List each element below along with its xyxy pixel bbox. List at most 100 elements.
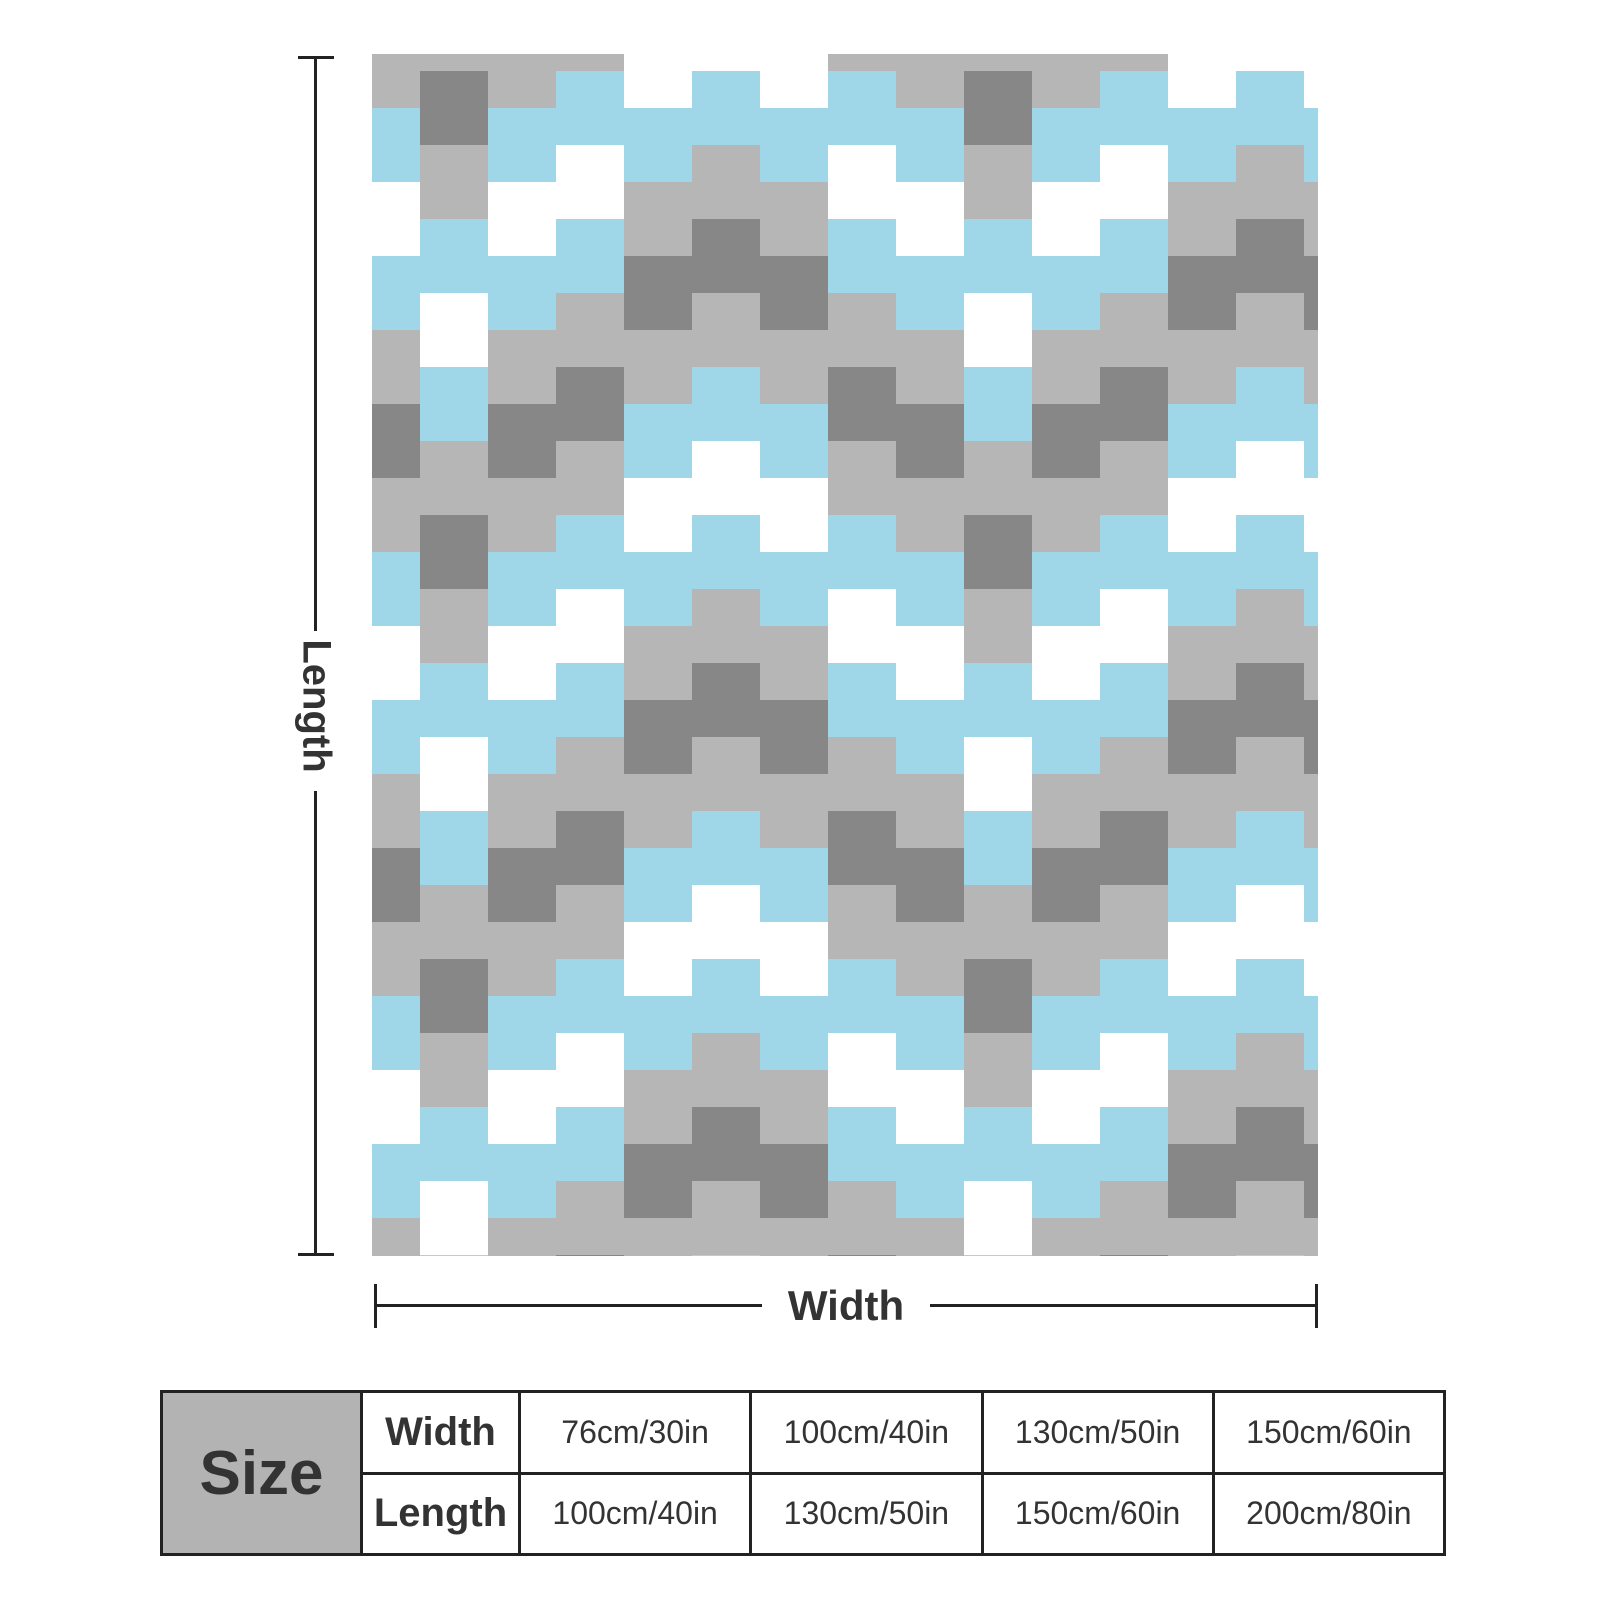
width-cell: 150cm/60in <box>1211 1393 1443 1472</box>
pattern-tile <box>420 1255 488 1256</box>
pattern-tile <box>1304 54 1318 108</box>
pattern-tile <box>1236 145 1304 219</box>
pattern-tile <box>1168 1144 1236 1218</box>
pattern-tile <box>1100 1255 1168 1256</box>
pattern-tile <box>1032 1218 1100 1256</box>
pattern-tile <box>828 219 896 293</box>
pattern-tile <box>1304 626 1318 700</box>
pattern-tile <box>1032 1070 1100 1144</box>
pattern-tile <box>488 54 556 108</box>
size-table: Size Width 76cm/30in 100cm/40in 130cm/50… <box>160 1390 1446 1556</box>
pattern-tile <box>420 54 488 71</box>
pattern-tile <box>624 1144 692 1218</box>
pattern-tile <box>488 182 556 256</box>
pattern-tile <box>828 367 896 441</box>
pattern-tile <box>1304 256 1318 330</box>
pattern-tile <box>1304 922 1318 996</box>
pattern-tile <box>1100 811 1168 885</box>
pattern-tile <box>420 885 488 959</box>
pattern-tile <box>1168 996 1236 1070</box>
pattern-tile <box>420 959 488 1033</box>
pattern-tile <box>1236 1107 1304 1181</box>
pattern-tile <box>1236 885 1304 959</box>
pattern-tile <box>624 848 692 922</box>
pattern-tile <box>372 54 420 108</box>
pattern-tile <box>896 330 964 404</box>
pattern-tile <box>828 71 896 145</box>
pattern-tile <box>372 848 420 922</box>
pattern-tile <box>1236 54 1304 71</box>
pattern-tile <box>964 54 1032 71</box>
pattern-tile <box>760 404 828 478</box>
length-row: Length 100cm/40in 130cm/50in 150cm/60in … <box>363 1471 1443 1553</box>
pattern-tile <box>896 108 964 182</box>
pattern-tile <box>1304 774 1318 848</box>
pattern-tile <box>420 441 488 515</box>
pattern-tile <box>1168 626 1236 700</box>
pattern-tile <box>692 71 760 145</box>
pattern-tile <box>1304 108 1318 182</box>
pattern-tile <box>1100 71 1168 145</box>
pattern-tile <box>1100 54 1168 71</box>
blanket-pattern-image <box>372 54 1318 1256</box>
pattern-tile <box>760 700 828 774</box>
pattern-tile <box>896 922 964 996</box>
pattern-tile <box>624 256 692 330</box>
pattern-tile <box>1236 219 1304 293</box>
pattern-tile <box>1100 1181 1168 1255</box>
length-cell: 100cm/40in <box>552 1495 718 1532</box>
length-dimension: Length <box>290 56 342 1256</box>
pattern-tile <box>1100 441 1168 515</box>
pattern-tile <box>624 108 692 182</box>
pattern-tile <box>964 811 1032 885</box>
pattern-tile <box>556 1107 624 1181</box>
pattern-tile <box>964 589 1032 663</box>
pattern-tile <box>760 996 828 1070</box>
width-line-right <box>930 1304 1318 1307</box>
pattern-tile <box>760 848 828 922</box>
pattern-tile <box>964 737 1032 811</box>
pattern-tile <box>556 959 624 1033</box>
pattern-tile <box>896 54 964 108</box>
length-cell: 150cm/60in <box>980 1474 1212 1553</box>
pattern-tile <box>556 663 624 737</box>
pattern-tile <box>624 700 692 774</box>
pattern-tile <box>760 1070 828 1144</box>
pattern-tile <box>1168 700 1236 774</box>
pattern-tile <box>1032 700 1100 774</box>
pattern-tile <box>828 811 896 885</box>
width-cell: 130cm/50in <box>980 1393 1212 1472</box>
pattern-tile <box>828 1181 896 1255</box>
pattern-tile <box>556 145 624 219</box>
pattern-tile <box>372 552 420 626</box>
pattern-tile <box>692 811 760 885</box>
pattern-tile <box>1236 1181 1304 1255</box>
length-row-label: Length <box>363 1474 521 1553</box>
pattern-tile <box>896 404 964 478</box>
pattern-tile <box>488 700 556 774</box>
pattern-tile <box>556 589 624 663</box>
pattern-tile <box>624 478 692 552</box>
pattern-tile <box>556 1181 624 1255</box>
length-cell: 200cm/80in <box>1211 1474 1443 1553</box>
pattern-tile <box>692 959 760 1033</box>
pattern-tile <box>556 1255 624 1256</box>
pattern-tile <box>828 1255 896 1256</box>
pattern-tile <box>1100 959 1168 1033</box>
pattern-tile <box>692 663 760 737</box>
pattern-tile <box>1100 367 1168 441</box>
pattern-tile <box>624 552 692 626</box>
pattern-tile <box>896 1144 964 1218</box>
pattern-tile <box>372 774 420 848</box>
pattern-tile <box>692 589 760 663</box>
pattern-tile <box>488 552 556 626</box>
length-label: Length <box>294 639 339 773</box>
pattern-tile <box>1032 848 1100 922</box>
pattern-tile <box>1304 182 1318 256</box>
pattern-tile <box>1032 54 1100 108</box>
pattern-tile <box>760 1218 828 1256</box>
pattern-tile <box>624 404 692 478</box>
pattern-tile <box>692 1181 760 1255</box>
pattern-tile <box>964 71 1032 145</box>
pattern-tile <box>556 885 624 959</box>
